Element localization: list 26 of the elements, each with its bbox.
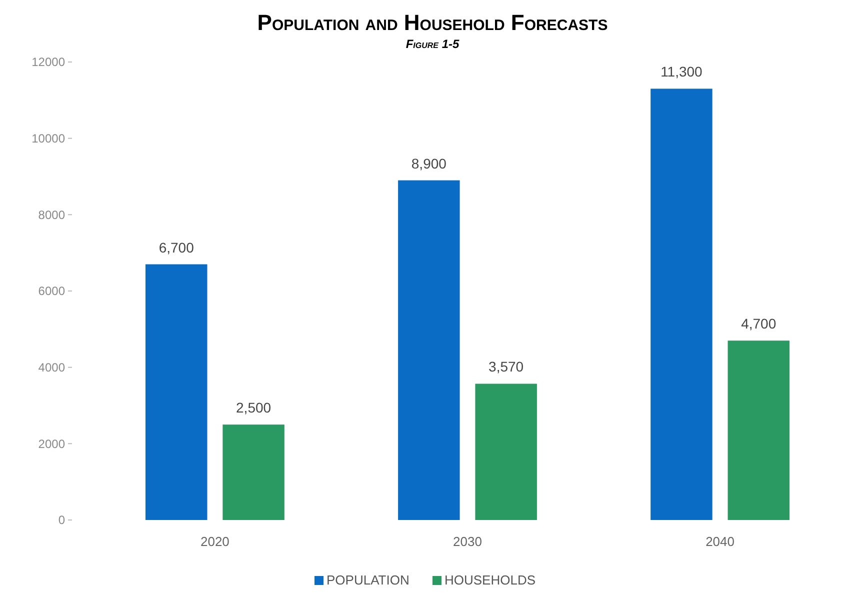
data-label: 8,900 [411, 155, 447, 172]
bar [475, 384, 537, 520]
data-label: 2,500 [236, 400, 272, 416]
bar [728, 340, 790, 520]
x-tick-label: 2040 [706, 534, 735, 549]
bar [650, 88, 712, 520]
data-label: 4,700 [741, 316, 776, 332]
x-tick-label: 2020 [200, 534, 230, 549]
legend-label: POPULATION [326, 572, 410, 588]
chart-subtitle: Figure 1-5 [406, 37, 460, 51]
y-tick-label: 6000 [38, 284, 66, 298]
data-label: 3,570 [488, 358, 524, 375]
y-tick-label: 0 [58, 513, 66, 528]
y-tick-label: 10000 [32, 132, 66, 146]
bar [146, 264, 208, 520]
x-tick-label: 2030 [453, 534, 482, 549]
y-tick-label: 4000 [38, 360, 66, 375]
legend-label: HOUSEHOLDS [444, 572, 536, 588]
data-label: 11,300 [660, 64, 703, 80]
bar [222, 424, 284, 520]
y-tick-label: 2000 [38, 436, 66, 451]
chart-title: Population and Household Forecasts [257, 10, 608, 35]
y-tick-label: 8000 [38, 208, 66, 222]
data-label: 6,700 [158, 239, 194, 256]
bar [398, 180, 460, 520]
y-tick-label: 12000 [32, 55, 66, 70]
